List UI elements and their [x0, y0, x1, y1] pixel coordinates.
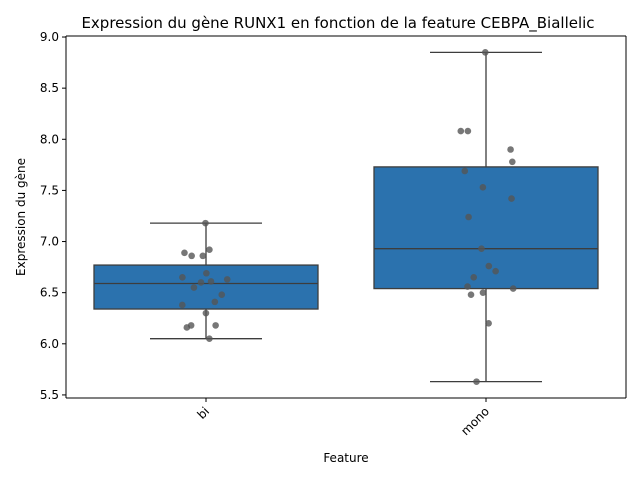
data-point [211, 298, 219, 306]
chart-title: Expression du gène RUNX1 en fonction de … [81, 14, 594, 33]
data-point [507, 146, 514, 153]
data-point [479, 289, 487, 296]
box-bi [93, 222, 319, 340]
y-tick-label: 6.0 [40, 337, 59, 351]
x-tick-label: mono [458, 404, 492, 438]
data-point [481, 49, 489, 56]
data-point [197, 279, 205, 286]
data-point [212, 322, 219, 329]
data-point [181, 249, 188, 257]
y-tick-label: 7.0 [40, 235, 59, 249]
y-axis-label: Expression du gène [14, 158, 28, 276]
x-tick-label: bi [194, 404, 212, 422]
data-point [509, 285, 517, 292]
data-point [202, 309, 210, 317]
data-point [473, 378, 480, 385]
data-point [202, 219, 209, 227]
data-point [485, 262, 493, 270]
data-point [508, 195, 515, 202]
data-point [464, 127, 472, 135]
data-point [461, 167, 469, 175]
y-tick-label: 6.5 [40, 286, 59, 300]
data-point [218, 291, 226, 299]
data-point [206, 335, 213, 342]
y-tick-label: 8.5 [40, 81, 59, 95]
data-point [178, 301, 186, 309]
data-point [479, 184, 487, 191]
x-axis-label: Feature [323, 451, 368, 465]
data-point [464, 283, 471, 290]
data-point [492, 267, 499, 275]
data-point [199, 252, 207, 260]
data-point [223, 276, 231, 283]
data-point [485, 320, 492, 327]
data-point [478, 245, 485, 253]
data-point [188, 252, 195, 260]
y-tick-label: 7.5 [40, 183, 59, 197]
data-point [190, 284, 198, 291]
box-mono [373, 51, 599, 383]
box-iqr [373, 166, 599, 290]
data-point [183, 324, 191, 331]
data-point [467, 291, 475, 299]
y-tick-label: 8.0 [40, 132, 59, 146]
data-point [179, 274, 186, 281]
data-point [207, 278, 215, 285]
data-point [457, 127, 465, 135]
data-point [470, 274, 478, 281]
data-point [203, 269, 210, 277]
data-point [465, 213, 472, 221]
data-point [206, 246, 213, 254]
data-point [509, 158, 516, 166]
y-tick-label: 9.0 [40, 30, 59, 44]
y-tick-label: 5.5 [40, 388, 59, 402]
